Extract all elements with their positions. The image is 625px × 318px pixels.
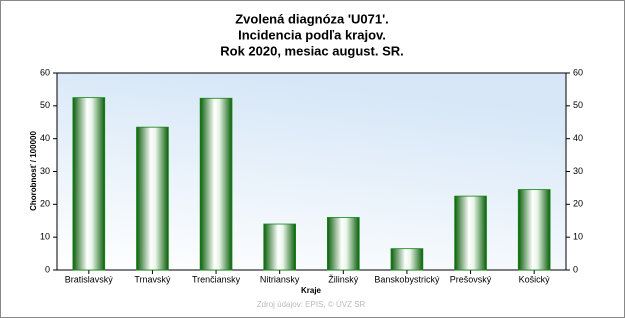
y2-tick-label: 30 bbox=[573, 166, 583, 176]
y-axis-label: Chorobnosť / 100000 bbox=[29, 131, 38, 211]
y2-tick-label: 20 bbox=[573, 199, 583, 209]
x-tick-label: Prešovský bbox=[450, 274, 492, 284]
y-tick-label: 40 bbox=[40, 133, 50, 143]
x-tick-label: Trnavský bbox=[134, 274, 171, 284]
y-tick-label: 10 bbox=[40, 232, 50, 242]
chart-title: Zvolená diagnóza 'U071'. bbox=[235, 11, 389, 26]
y2-tick-label: 0 bbox=[573, 264, 578, 274]
y2-tick-label: 40 bbox=[573, 133, 583, 143]
source: Zdroj údajov: EPIS, © ÚVZ SR bbox=[257, 300, 366, 309]
bar bbox=[263, 223, 296, 271]
y-tick-label: 30 bbox=[40, 166, 50, 176]
x-tick-label: Trenčiansky bbox=[192, 274, 241, 284]
x-tick-label: Banskobystrický bbox=[374, 274, 440, 284]
y2-tick-label: 50 bbox=[573, 100, 583, 110]
chart-title: Incidencia podľa krajov. bbox=[238, 27, 386, 42]
bar bbox=[199, 97, 233, 271]
y2-tick-label: 60 bbox=[573, 67, 583, 77]
chart-title: Rok 2020, mesiac august. SR. bbox=[220, 43, 404, 58]
y-tick-label: 60 bbox=[40, 67, 50, 77]
y-tick-label: 50 bbox=[40, 100, 50, 110]
bar bbox=[136, 126, 169, 271]
y2-tick-label: 10 bbox=[573, 232, 583, 242]
x-tick-label: Košický bbox=[519, 274, 551, 284]
x-tick-label: Bratislavský bbox=[65, 274, 114, 284]
bar bbox=[72, 97, 106, 271]
bar bbox=[454, 195, 487, 271]
bar bbox=[327, 217, 360, 271]
bar bbox=[390, 248, 424, 271]
x-tick-label: Žilinský bbox=[328, 274, 359, 284]
y-tick-label: 20 bbox=[40, 199, 50, 209]
bar bbox=[517, 189, 551, 271]
x-axis-label: Kraje bbox=[301, 286, 322, 295]
x-tick-label: Nitriansky bbox=[260, 274, 300, 284]
y-tick-label: 0 bbox=[45, 264, 50, 274]
plot-area bbox=[56, 72, 567, 271]
